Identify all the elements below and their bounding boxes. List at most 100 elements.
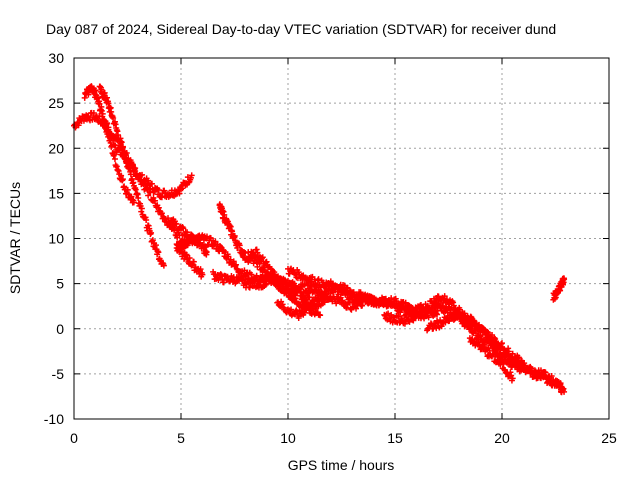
data-point	[155, 249, 162, 256]
series-track-16	[424, 308, 568, 396]
data-point	[279, 301, 286, 308]
data-point	[483, 346, 490, 353]
data-point	[221, 211, 228, 218]
data-point	[155, 204, 162, 211]
data-point	[124, 186, 131, 193]
data-point	[402, 299, 409, 306]
x-tick-label: 15	[387, 430, 403, 446]
x-axis-label: GPS time / hours	[288, 457, 395, 473]
data-point	[142, 181, 149, 188]
data-point	[145, 177, 152, 184]
data-point	[473, 336, 480, 343]
data-point	[418, 311, 425, 318]
data-point	[292, 295, 299, 302]
data-point	[241, 267, 248, 274]
data-point	[509, 375, 516, 382]
data-points	[71, 83, 568, 396]
data-point	[505, 345, 512, 352]
data-point	[246, 284, 253, 291]
data-point	[291, 270, 298, 277]
data-point	[500, 360, 507, 367]
y-tick-label: 20	[48, 140, 64, 156]
data-point	[273, 277, 280, 284]
data-point	[270, 274, 277, 281]
data-point	[315, 276, 322, 283]
data-point	[250, 260, 257, 267]
x-tick-label: 20	[494, 430, 510, 446]
data-point	[135, 194, 142, 201]
data-point	[148, 229, 155, 236]
data-point	[217, 271, 224, 278]
data-point	[108, 142, 115, 149]
data-point	[406, 318, 413, 325]
y-tick-label: 25	[48, 95, 64, 111]
data-point	[148, 180, 155, 187]
data-point	[101, 89, 108, 96]
data-point	[409, 316, 416, 323]
data-point	[203, 233, 210, 240]
data-point	[306, 294, 313, 301]
y-tick-label: -10	[44, 411, 64, 427]
data-point	[242, 249, 249, 256]
data-point	[288, 306, 295, 313]
data-point	[333, 300, 340, 307]
y-tick-label: 10	[48, 231, 64, 247]
data-point	[227, 256, 234, 263]
data-point	[227, 223, 234, 230]
data-point	[225, 253, 232, 260]
chart-title: Day 087 of 2024, Sidereal Day-to-day VTE…	[46, 21, 556, 37]
data-point	[337, 286, 344, 293]
data-point	[119, 176, 126, 183]
data-point	[296, 286, 303, 293]
x-tick-label: 5	[177, 430, 185, 446]
data-point	[291, 291, 298, 297]
data-point	[495, 344, 502, 351]
data-point	[487, 335, 494, 342]
data-point	[129, 161, 136, 168]
data-point	[248, 271, 255, 278]
data-point	[507, 369, 514, 376]
data-point	[442, 319, 449, 326]
data-point	[190, 258, 197, 265]
data-point	[321, 299, 328, 306]
data-point	[263, 280, 270, 287]
data-point	[262, 281, 269, 288]
data-point	[317, 312, 324, 319]
data-point	[184, 229, 191, 236]
data-point	[335, 291, 342, 298]
data-point	[304, 290, 311, 297]
data-point	[450, 302, 457, 309]
data-point	[343, 304, 350, 311]
data-point	[110, 115, 117, 122]
data-point	[278, 280, 285, 287]
data-point	[365, 300, 372, 307]
data-point	[233, 261, 240, 268]
data-point	[176, 190, 183, 197]
data-point	[230, 258, 237, 265]
data-point	[434, 311, 441, 318]
data-point	[301, 281, 308, 288]
series-track-3	[96, 83, 167, 269]
data-point	[514, 355, 521, 362]
series-track-5	[167, 216, 210, 258]
data-point	[180, 225, 187, 232]
data-point	[263, 258, 270, 265]
data-point	[85, 91, 92, 98]
data-point	[98, 107, 105, 114]
data-point	[173, 220, 180, 227]
data-point	[502, 352, 509, 359]
data-point	[327, 280, 334, 287]
data-point	[220, 279, 227, 286]
data-point	[425, 314, 432, 321]
data-point	[395, 312, 402, 319]
data-point	[530, 373, 537, 380]
data-point	[353, 305, 360, 312]
data-point	[149, 237, 156, 244]
data-point	[498, 341, 505, 348]
data-point	[385, 310, 392, 317]
data-point	[561, 276, 568, 283]
data-point	[220, 208, 227, 215]
data-point	[510, 358, 517, 365]
data-point	[377, 301, 384, 308]
data-point	[271, 269, 278, 276]
